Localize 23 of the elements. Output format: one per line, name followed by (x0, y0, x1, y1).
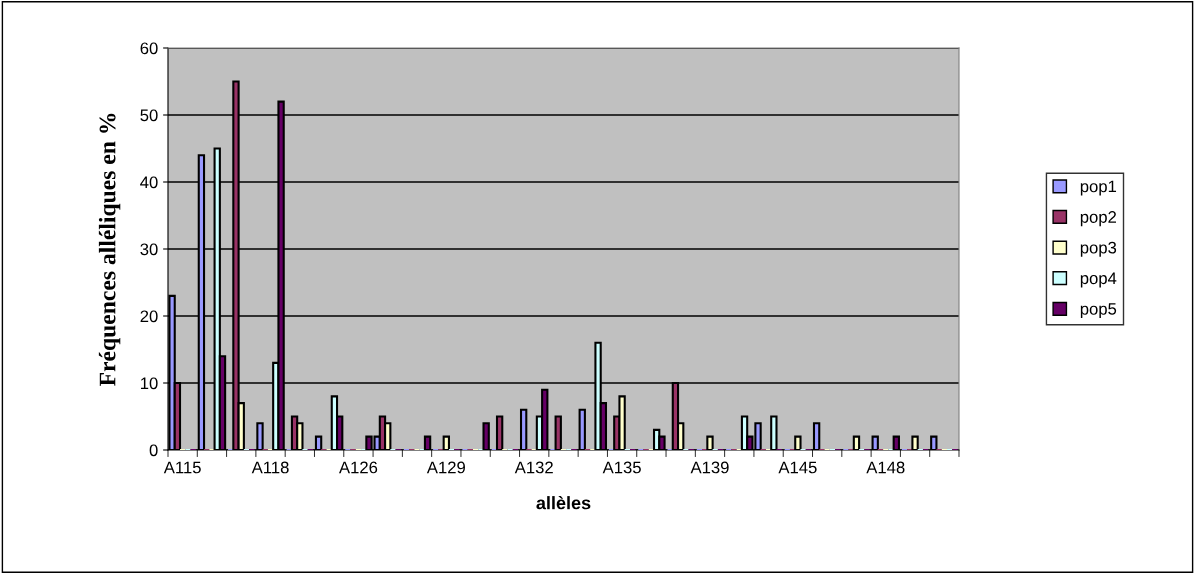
x-tick-label: A135 (602, 461, 641, 474)
legend-label: pop1 (1080, 180, 1117, 196)
legend-label: pop5 (1080, 303, 1117, 319)
legend-label: pop4 (1080, 272, 1117, 288)
x-tick-label: A139 (690, 461, 729, 474)
y-tick-label: 50 (140, 109, 158, 122)
y-tick-label: 20 (140, 310, 158, 323)
x-tick-label: A132 (514, 461, 553, 474)
x-tick-label: A118 (251, 461, 289, 474)
y-tick-label: 0 (149, 444, 158, 457)
legend-label: pop2 (1080, 211, 1117, 227)
x-axis-title: allèles (536, 495, 591, 510)
x-tick-label: A126 (339, 461, 378, 474)
x-tick-label: A115 (163, 461, 201, 474)
x-tick-label: A129 (426, 461, 465, 474)
y-axis-title: Fréquences alléliques en % (98, 113, 121, 386)
y-tick-label: 60 (140, 42, 158, 55)
legend-label: pop3 (1080, 241, 1117, 257)
x-tick-label: A148 (866, 461, 905, 474)
x-tick-label: A145 (778, 461, 817, 474)
y-tick-label: 40 (140, 176, 158, 189)
y-tick-label: 30 (140, 243, 158, 256)
y-tick-label: 10 (141, 377, 158, 390)
